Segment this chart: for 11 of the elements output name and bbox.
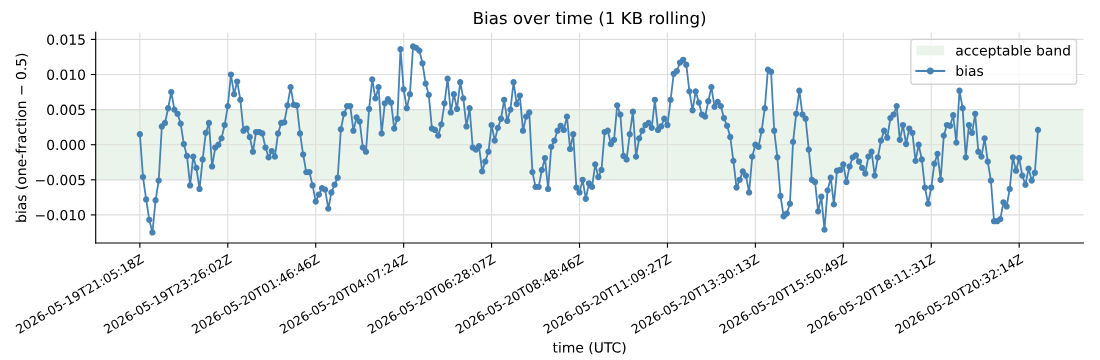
y-tick-label: 0.005 [47, 104, 85, 116]
x-axis-title: time (UTC) [552, 341, 626, 355]
y-axis-title: bias (one-fraction − 0.5) [15, 53, 28, 222]
chart-title: Bias over time (1 KB rolling) [474, 11, 706, 28]
y-tick-label: −0.010 [36, 209, 86, 221]
legend-label: acceptable band [956, 44, 1070, 59]
y-tick-label: 0.010 [47, 69, 86, 80]
y-tick-label: 0.000 [47, 139, 86, 151]
y-tick-label: −0.005 [36, 174, 85, 186]
y-tick-label: 0.015 [47, 34, 85, 45]
legend-label: bias [956, 65, 984, 77]
